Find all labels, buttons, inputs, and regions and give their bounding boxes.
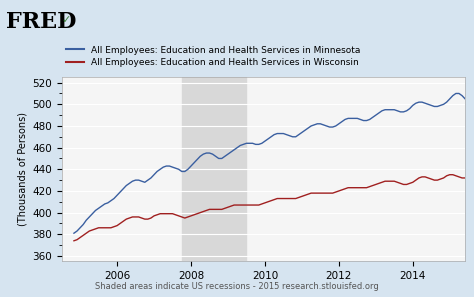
Text: FRED: FRED (6, 11, 76, 33)
Bar (182, 77, 246, 261)
Y-axis label: (Thousands of Persons): (Thousands of Persons) (18, 112, 28, 226)
Text: ✓: ✓ (62, 15, 71, 25)
Text: Shaded areas indicate US recessions - 2015 research.stlouisfed.org: Shaded areas indicate US recessions - 20… (95, 282, 379, 291)
Legend: All Employees: Education and Health Services in Minnesota, All Employees: Educat: All Employees: Education and Health Serv… (66, 46, 361, 67)
